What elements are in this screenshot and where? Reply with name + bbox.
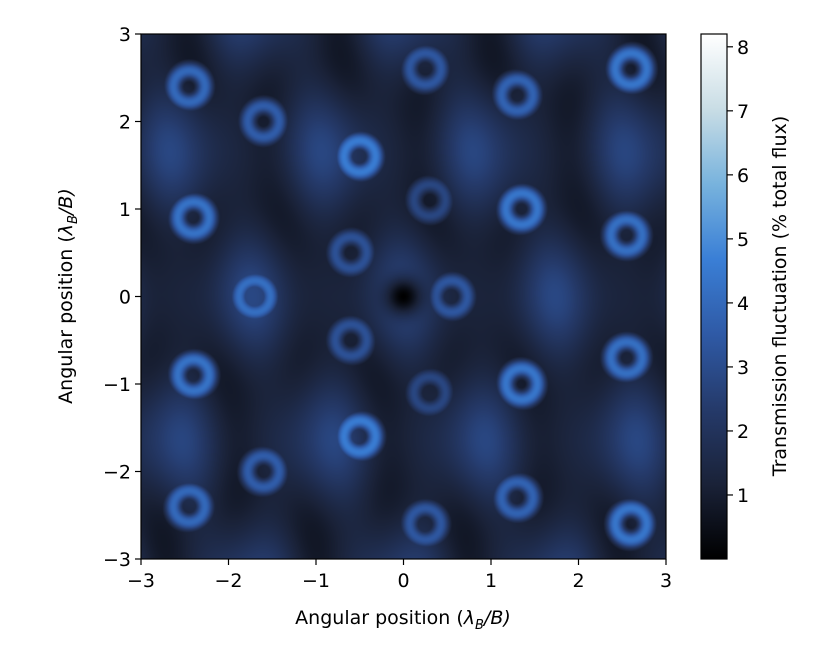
- y-tick-label: −3: [103, 549, 131, 571]
- x-tick-label: 3: [660, 570, 672, 592]
- y-tick-label: 0: [119, 287, 131, 309]
- colorbar-tick-label: 7: [737, 101, 749, 123]
- colorbar-tick-label: 3: [737, 357, 749, 379]
- colorbar-tick-label: 4: [737, 293, 749, 315]
- x-tick-label: 2: [572, 570, 584, 592]
- colorbar-frame: [700, 33, 728, 560]
- y-tick-label: 2: [119, 112, 131, 134]
- x-axis: −3 −2 −1 0 1 2 3: [127, 559, 672, 592]
- y-axis: −3 −2 −1 0 1 2 3: [103, 24, 141, 571]
- y-tick-label: 1: [119, 199, 131, 221]
- y-tick-label: −1: [103, 374, 131, 396]
- x-tick-label: −2: [214, 570, 242, 592]
- colorbar-tick-label: 1: [737, 485, 749, 507]
- colorbar-ticks: 1 2 3 4 5 6 7 8: [727, 37, 749, 507]
- y-tick-label: 3: [119, 24, 131, 46]
- colorbar-tick-label: 5: [737, 229, 749, 251]
- y-tick-label: −2: [103, 462, 131, 484]
- colorbar: 1 2 3 4 5 6 7 8 Transmission fluctuation (% tot…: [700, 33, 791, 560]
- heatmap-image: [141, 34, 666, 559]
- colorbar-fill: [701, 34, 727, 559]
- colorbar-tick-label: 8: [737, 37, 749, 59]
- x-tick-label: 0: [397, 570, 409, 592]
- y-axis-label: Angular position (λB/B): [55, 188, 81, 404]
- colorbar-tick-label: 6: [737, 165, 749, 187]
- colorbar-tick-label: 2: [737, 421, 749, 443]
- colorbar-label: Transmission fluctuation (% total flux): [769, 116, 791, 477]
- x-axis-label: Angular position (λB/B): [295, 607, 511, 633]
- x-tick-label: −1: [302, 570, 330, 592]
- x-tick-label: −3: [127, 570, 155, 592]
- heatmap-plot: [140, 33, 667, 560]
- x-tick-label: 1: [485, 570, 497, 592]
